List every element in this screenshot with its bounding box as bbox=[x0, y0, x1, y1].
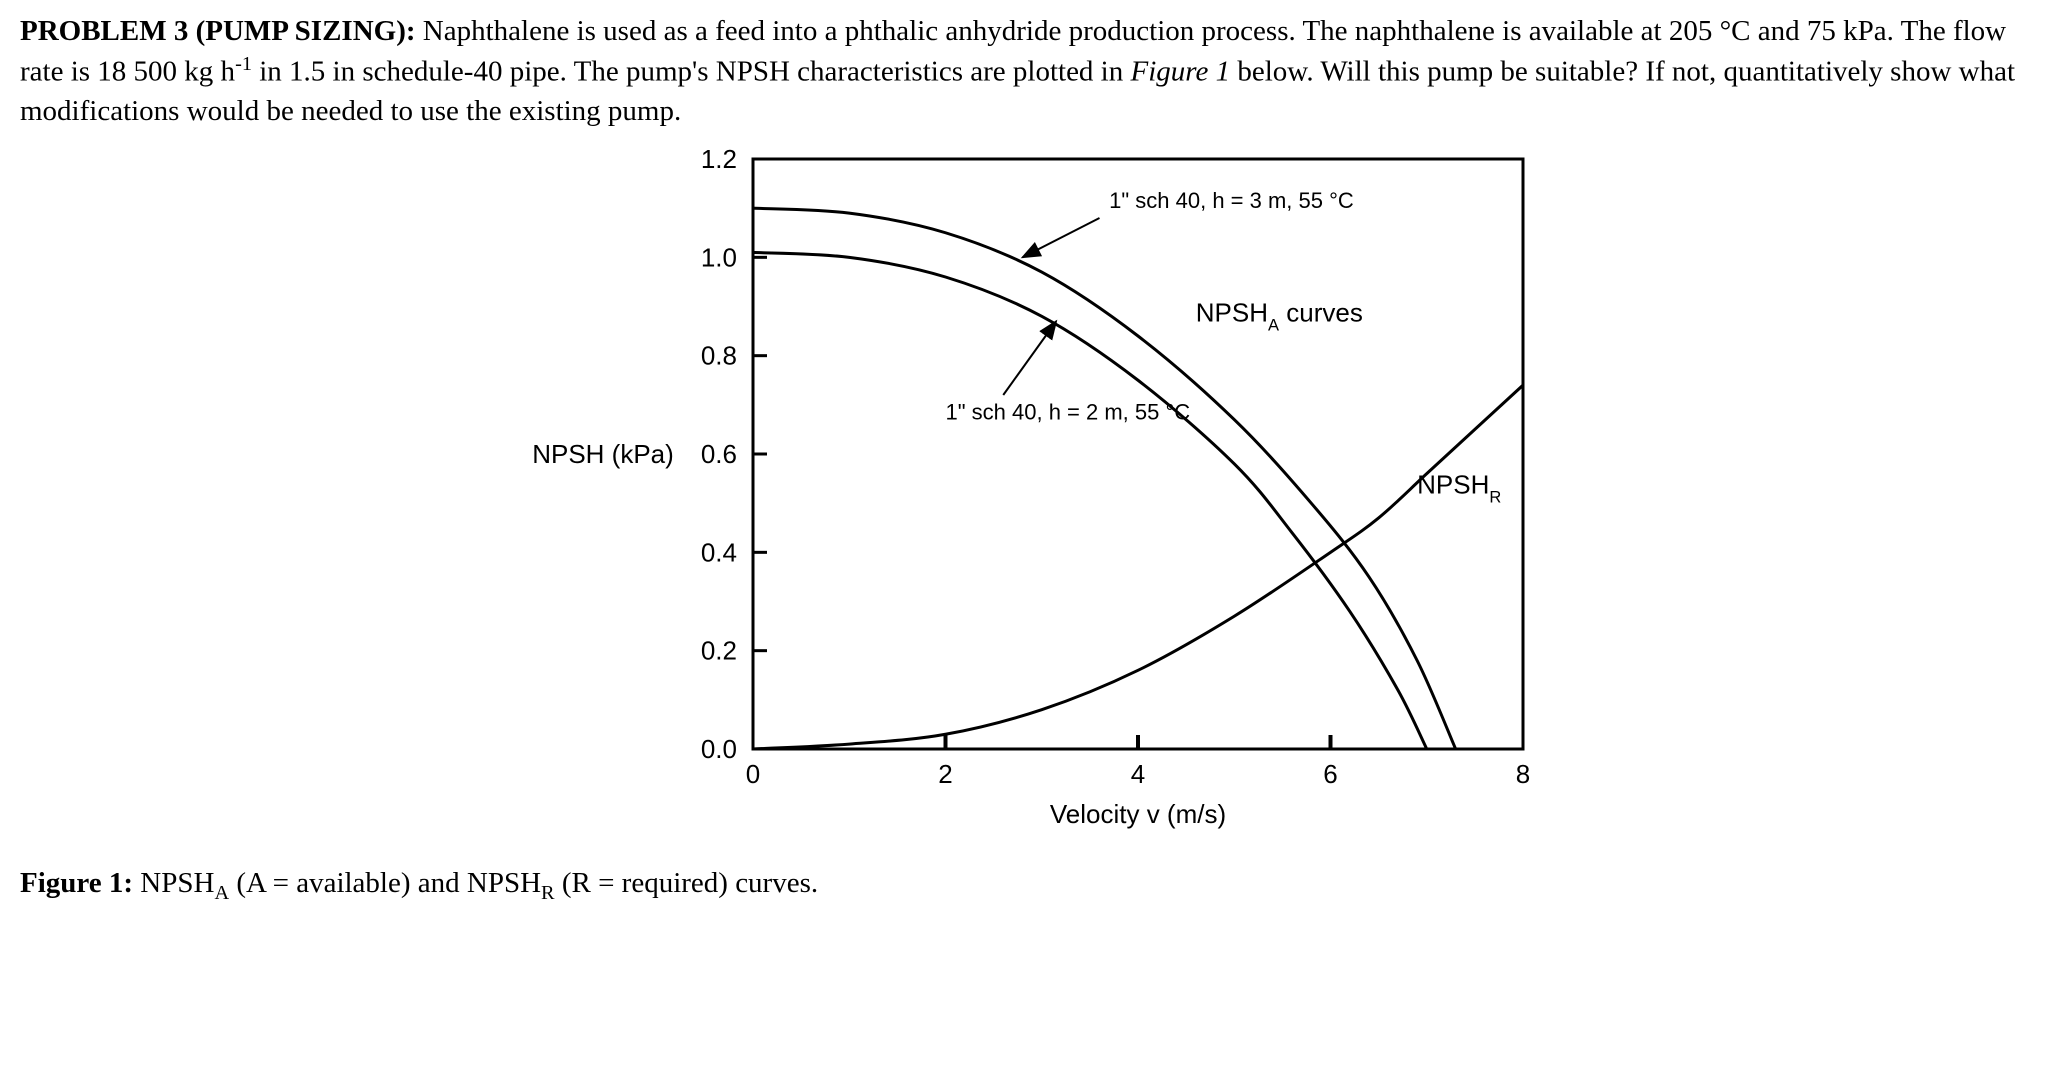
svg-text:NPSHR: NPSHR bbox=[1417, 469, 1501, 506]
svg-text:0.8: 0.8 bbox=[701, 341, 737, 371]
svg-text:1.2: 1.2 bbox=[701, 144, 737, 174]
problem-title: PROBLEM 3 (PUMP SIZING): bbox=[20, 15, 416, 47]
caption-t3: (R = required) curves. bbox=[555, 867, 819, 899]
svg-text:6: 6 bbox=[1323, 759, 1337, 789]
caption-sub2: R bbox=[541, 882, 555, 904]
svg-text:8: 8 bbox=[1516, 759, 1530, 789]
svg-text:NPSHA curves: NPSHA curves bbox=[1196, 297, 1363, 334]
problem-figref: Figure 1 bbox=[1131, 56, 1231, 88]
svg-text:0.0: 0.0 bbox=[701, 734, 737, 764]
svg-text:0: 0 bbox=[746, 759, 760, 789]
svg-text:1.0: 1.0 bbox=[701, 242, 737, 272]
svg-text:4: 4 bbox=[1131, 759, 1145, 789]
problem-statement: PROBLEM 3 (PUMP SIZING): Naphthalene is … bbox=[20, 12, 2026, 131]
problem-body-2: in 1.5 in schedule-40 pipe. The pump's N… bbox=[252, 56, 1131, 88]
svg-text:NPSH (kPa): NPSH (kPa) bbox=[532, 439, 674, 469]
figure-label: Figure 1: bbox=[20, 867, 133, 899]
npsh-chart: 0.0 0.2 0.4 0.6 0.8 1.0 1.2 0 2 4 6 8 Velocity v (m/… bbox=[473, 139, 1573, 859]
figure-caption: Figure 1: NPSHA (A = available) and NPSH… bbox=[20, 867, 2026, 905]
svg-text:1" sch 40, h = 2 m, 55 °C: 1" sch 40, h = 2 m, 55 °C bbox=[946, 400, 1191, 425]
svg-text:Velocity v (m/s): Velocity v (m/s) bbox=[1050, 799, 1226, 829]
svg-text:0.4: 0.4 bbox=[701, 537, 737, 567]
svg-text:2: 2 bbox=[938, 759, 952, 789]
caption-sub1: A bbox=[214, 882, 229, 904]
caption-t2: (A = available) and NPSH bbox=[229, 867, 541, 899]
svg-text:1" sch 40, h = 3 m, 55 °C: 1" sch 40, h = 3 m, 55 °C bbox=[1109, 188, 1354, 213]
caption-t1: NPSH bbox=[133, 867, 214, 899]
chart-svg: 0.0 0.2 0.4 0.6 0.8 1.0 1.2 0 2 4 6 8 Velocity v (m/… bbox=[473, 139, 1573, 859]
svg-text:0.2: 0.2 bbox=[701, 636, 737, 666]
problem-sup-1: -1 bbox=[235, 53, 252, 75]
svg-text:0.6: 0.6 bbox=[701, 439, 737, 469]
